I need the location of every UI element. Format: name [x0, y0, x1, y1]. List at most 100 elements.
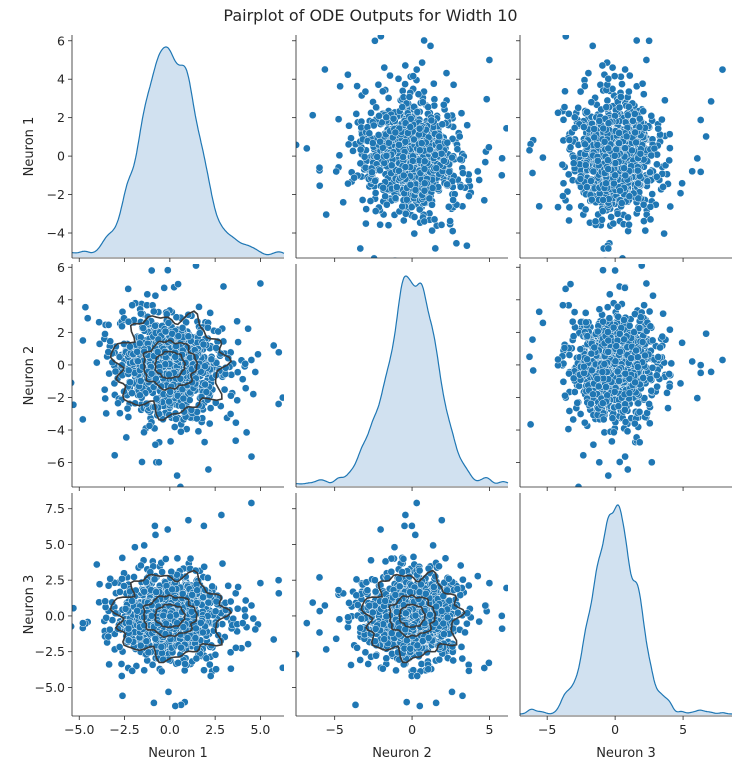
- point: [95, 580, 104, 589]
- point: [610, 179, 618, 188]
- point: [676, 379, 685, 388]
- point: [362, 205, 371, 213]
- scatter-2-3: [525, 264, 727, 487]
- point: [308, 111, 317, 120]
- point: [366, 197, 375, 205]
- point: [600, 360, 609, 368]
- point: [639, 374, 648, 382]
- point: [528, 335, 537, 344]
- point: [238, 619, 247, 627]
- point: [386, 71, 394, 80]
- point: [610, 388, 619, 396]
- point: [667, 359, 676, 368]
- y-tick-label: 0: [57, 149, 65, 164]
- point: [212, 665, 220, 674]
- point: [609, 323, 618, 332]
- point: [621, 369, 630, 378]
- point: [587, 177, 595, 185]
- point: [581, 161, 590, 169]
- point: [621, 418, 630, 426]
- point: [432, 164, 441, 173]
- point: [561, 391, 569, 400]
- point: [151, 321, 159, 330]
- point: [591, 217, 600, 226]
- point: [604, 74, 613, 83]
- kde-fill-1: [72, 47, 284, 257]
- point: [583, 355, 591, 364]
- point: [184, 516, 193, 525]
- point: [707, 368, 715, 376]
- point: [443, 180, 451, 189]
- point: [635, 438, 644, 447]
- point: [621, 284, 629, 292]
- point: [580, 123, 588, 131]
- point: [658, 332, 667, 341]
- point: [153, 348, 162, 356]
- point: [104, 632, 113, 641]
- point: [418, 98, 427, 107]
- point: [593, 374, 602, 383]
- kde-fill-2: [296, 276, 508, 486]
- point: [428, 184, 437, 192]
- point: [101, 597, 110, 606]
- point: [652, 172, 661, 181]
- point: [581, 309, 590, 317]
- point: [568, 317, 577, 326]
- point: [589, 440, 598, 449]
- point: [559, 192, 567, 200]
- point: [550, 174, 557, 181]
- point: [576, 345, 585, 354]
- point: [132, 662, 141, 670]
- point: [634, 179, 642, 188]
- point: [104, 321, 113, 329]
- point: [184, 332, 193, 341]
- point: [256, 279, 265, 288]
- point: [336, 82, 344, 91]
- point: [616, 186, 624, 195]
- point: [106, 574, 115, 583]
- point: [157, 382, 166, 391]
- point: [589, 390, 597, 399]
- point: [165, 397, 173, 406]
- point: [640, 217, 648, 225]
- point: [424, 103, 433, 111]
- point: [465, 192, 473, 200]
- point: [622, 132, 631, 141]
- point: [485, 143, 493, 152]
- point: [124, 317, 133, 326]
- point: [603, 391, 612, 400]
- point: [139, 324, 148, 332]
- point: [240, 605, 249, 614]
- point: [624, 102, 633, 111]
- point: [598, 61, 607, 70]
- point: [646, 374, 655, 383]
- point: [570, 308, 579, 316]
- point: [653, 382, 661, 391]
- y-tick-label: −4: [47, 423, 65, 438]
- panel-3-1: −5.0−2.50.02.55.07.5−5.0 −2.5 0.0 2.5 5.0: [35, 493, 284, 737]
- point: [688, 167, 697, 176]
- point: [615, 458, 624, 466]
- point: [614, 312, 623, 321]
- point: [604, 328, 612, 336]
- point: [635, 324, 644, 332]
- point: [445, 167, 454, 176]
- kde-line-2: [296, 275, 509, 485]
- point: [356, 244, 365, 253]
- point: [140, 666, 149, 675]
- point: [621, 65, 629, 74]
- point: [598, 207, 607, 215]
- point: [172, 342, 180, 350]
- point: [110, 451, 119, 460]
- point: [233, 368, 242, 377]
- point: [561, 87, 569, 96]
- point: [72, 622, 75, 631]
- point: [654, 124, 663, 133]
- point: [645, 307, 654, 316]
- point: [696, 168, 705, 176]
- point: [610, 72, 619, 80]
- point: [625, 87, 633, 96]
- point: [602, 383, 610, 391]
- point: [565, 136, 574, 144]
